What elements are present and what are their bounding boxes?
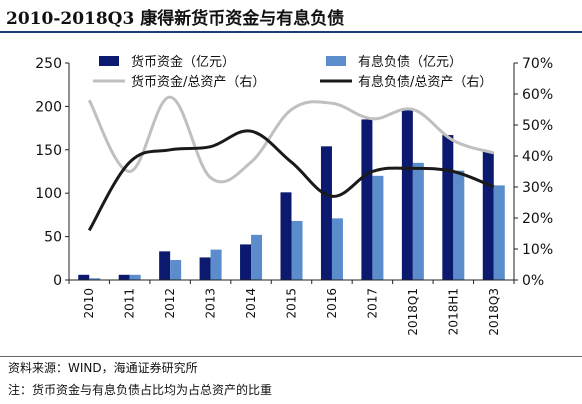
x-tick-label: 2012 <box>163 288 177 319</box>
bar-debt <box>129 274 141 280</box>
x-tick-label: 2016 <box>325 288 339 319</box>
right-tick-label: 0% <box>522 273 544 289</box>
chart-title: 2010-2018Q3 康得新货币资金与有息负债 <box>6 9 345 29</box>
bar-debt <box>170 260 182 280</box>
bar-debt <box>493 185 505 280</box>
left-tick-label: 200 <box>35 99 62 115</box>
bar-cash <box>199 257 211 280</box>
bar-cash <box>482 151 494 280</box>
legend-swatch <box>326 56 346 66</box>
left-tick-label: 0 <box>53 273 62 289</box>
legend-label: 货币资金（亿元） <box>131 54 235 70</box>
footnote: 注：货币资金与有息负债占比均为占总资产的比重 <box>8 383 273 397</box>
bar-debt <box>291 220 303 280</box>
x-tick-label: 2010 <box>82 288 96 319</box>
bar-cash <box>240 244 252 280</box>
legend-label: 有息负债（亿元） <box>358 54 462 70</box>
right-tick-label: 20% <box>522 211 553 227</box>
left-tick-label: 150 <box>35 143 62 159</box>
title-rule <box>0 31 582 33</box>
chart: 0 50 100 150 200 250 0% 10% 20% 30% 40% 50% 60% 70% 20… <box>35 54 553 336</box>
bars-group <box>78 108 505 280</box>
left-tick-label: 250 <box>35 56 62 72</box>
right-tick-label: 10% <box>522 242 553 258</box>
bar-debt <box>331 218 343 280</box>
x-tick-label: 2018Q1 <box>406 288 420 336</box>
bar-cash <box>280 192 292 280</box>
bar-debt <box>372 175 384 280</box>
legend-label: 有息负债/总资产（右） <box>358 74 492 90</box>
x-tick-label: 2018Q3 <box>487 288 501 336</box>
line-debt-ratio <box>87 129 495 232</box>
bar-debt <box>210 249 222 280</box>
source-rule <box>0 356 582 357</box>
right-tick-label: 50% <box>522 118 553 134</box>
bar-debt <box>251 234 263 280</box>
axes-group: 0 50 100 150 200 250 0% 10% 20% 30% 40% 50% 60% 70% 20… <box>35 56 553 336</box>
line-cash-ratio <box>87 95 495 184</box>
x-tick-label: 2018H1 <box>446 288 460 335</box>
bar-cash <box>159 251 171 280</box>
bar-debt <box>453 170 465 280</box>
bar-cash <box>78 274 90 280</box>
right-tick-label: 40% <box>522 149 553 165</box>
left-tick-label: 50 <box>44 230 62 246</box>
right-tick-label: 30% <box>522 180 553 196</box>
x-tick-label: 2014 <box>244 288 258 319</box>
bar-cash <box>361 119 373 280</box>
legend-swatch <box>99 56 119 66</box>
x-tick-label: 2015 <box>285 288 299 319</box>
x-tick-label: 2011 <box>123 288 137 319</box>
lines-group <box>87 95 495 232</box>
source-note: 资料来源：WIND，海通证券研究所 <box>8 361 198 375</box>
bar-cash <box>320 146 332 280</box>
bar-cash <box>401 108 413 280</box>
left-tick-label: 100 <box>35 186 62 202</box>
bar-cash <box>442 135 454 280</box>
legend-group: 货币资金（亿元） 有息负债（亿元） 货币资金/总资产（右） 有息负债/总资产（右） <box>93 54 492 90</box>
x-tick-label: 2017 <box>365 288 379 319</box>
legend-label: 货币资金/总资产（右） <box>131 74 265 90</box>
right-tick-label: 60% <box>522 87 553 103</box>
bar-debt <box>89 278 101 280</box>
x-tick-label: 2013 <box>204 288 218 319</box>
right-tick-label: 70% <box>522 56 553 72</box>
bar-cash <box>118 274 130 280</box>
bar-debt <box>412 162 424 280</box>
